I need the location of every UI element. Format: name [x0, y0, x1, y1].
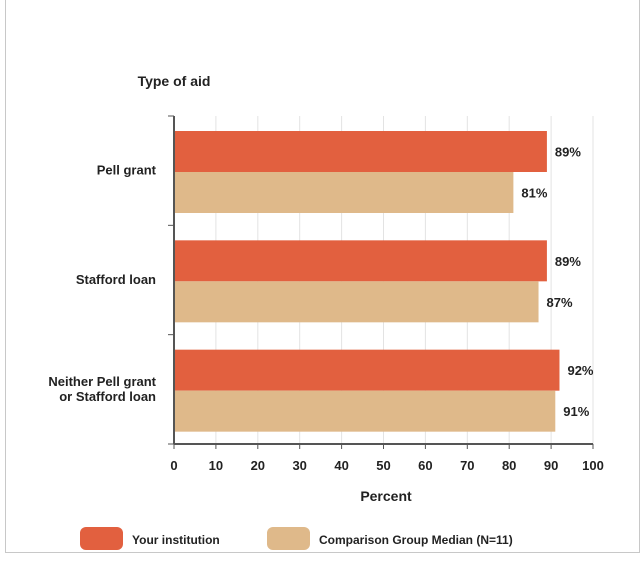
x-tick-label: 0	[170, 458, 177, 473]
x-tick-label: 20	[251, 458, 265, 473]
x-tick-label: 40	[334, 458, 348, 473]
x-tick-label: 90	[544, 458, 558, 473]
x-tick-labels: 0 10 20 30 40 50 60 70 80 90 100	[170, 444, 604, 473]
category-labels: Pell grant Stafford loan Neither Pell gran…	[48, 163, 156, 404]
bar-value-label: 92%	[567, 363, 593, 378]
bar-value-label: 89%	[555, 145, 581, 160]
category-label: Stafford loan	[76, 272, 156, 287]
x-tick-label: 10	[209, 458, 223, 473]
category-label: Neither Pell grant	[48, 374, 156, 389]
legend-label-your-institution: Your institution	[132, 533, 220, 547]
category-label: or Stafford loan	[59, 389, 156, 404]
bar-chart: Type of aid 89% 81% 89% 87% 92% 91% Pell gran…	[48, 73, 604, 550]
x-tick-label: 100	[582, 458, 604, 473]
legend: Your institution Comparison Group Median…	[80, 527, 513, 550]
legend-label-comparison: Comparison Group Median (N=11)	[319, 533, 513, 547]
legend-swatch-your-institution	[80, 527, 123, 550]
category-axis-title: Type of aid	[138, 73, 211, 89]
chart-panel: Type of aid 89% 81% 89% 87% 92% 91% Pell gran…	[5, 0, 640, 553]
bars	[174, 131, 560, 432]
bar-value-label: 81%	[521, 186, 547, 201]
bar-comparison-median	[174, 390, 556, 432]
bar-your-institution	[174, 131, 547, 172]
bar-comparison-median	[174, 281, 539, 323]
x-tick-label: 80	[502, 458, 516, 473]
legend-swatch-comparison	[267, 527, 310, 550]
bar-value-label: 89%	[555, 254, 581, 269]
category-label: Pell grant	[97, 163, 157, 178]
x-tick-label: 70	[460, 458, 474, 473]
bar-your-institution	[174, 349, 560, 391]
x-tick-label: 30	[292, 458, 306, 473]
x-tick-label: 60	[418, 458, 432, 473]
x-tick-label: 50	[376, 458, 390, 473]
bar-value-labels: 89% 81% 89% 87% 92% 91%	[521, 145, 594, 420]
x-axis-title: Percent	[360, 488, 412, 504]
bar-comparison-median	[174, 172, 514, 213]
bar-your-institution	[174, 240, 547, 282]
bar-value-label: 91%	[563, 404, 589, 419]
bar-value-label: 87%	[547, 295, 573, 310]
